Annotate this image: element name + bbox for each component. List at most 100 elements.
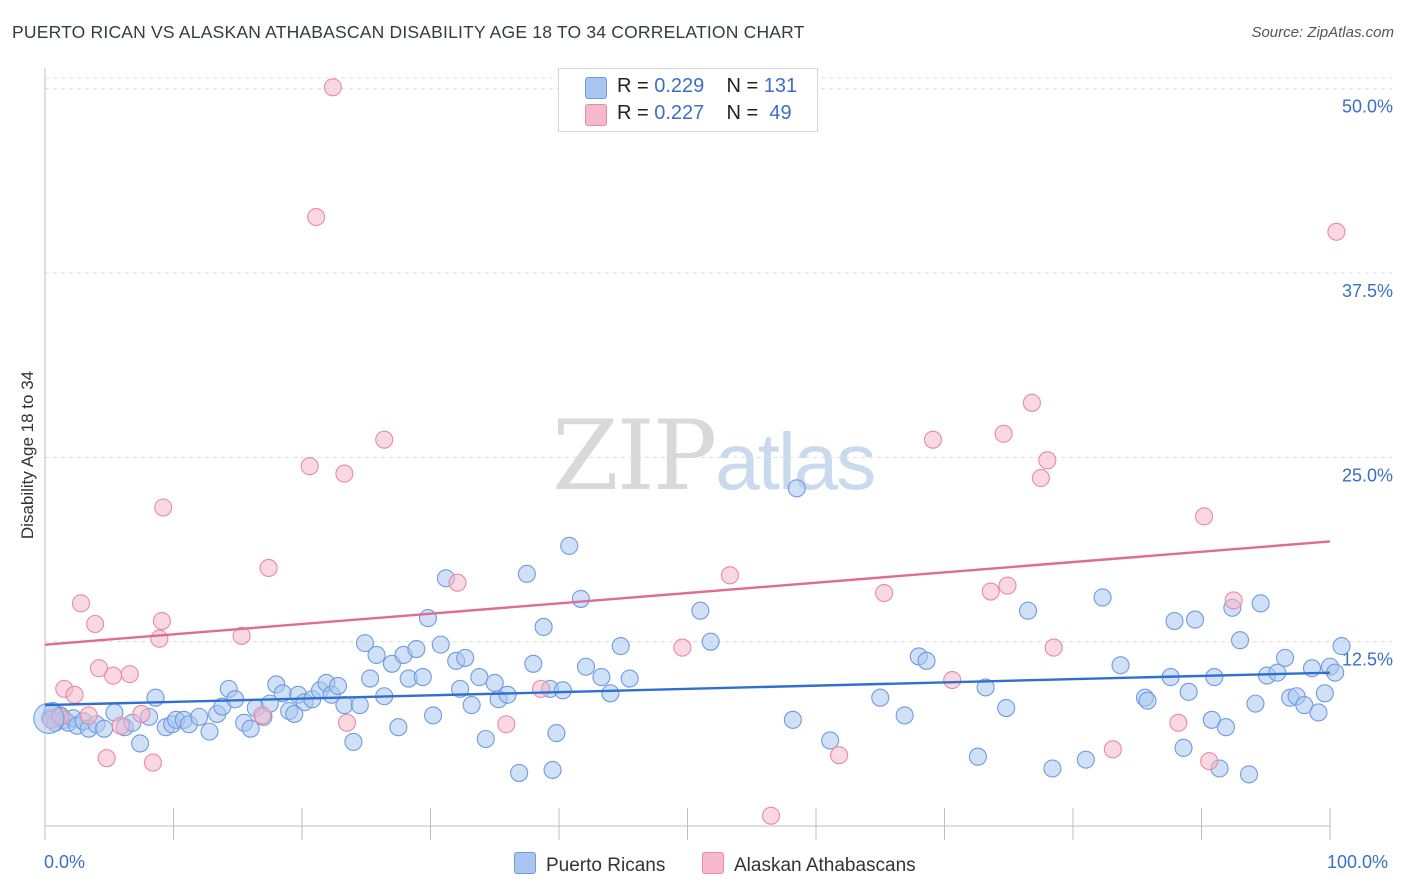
alaskan-athabascan-point xyxy=(448,573,467,592)
alaskan-athabascan-point xyxy=(150,629,169,648)
puerto-rican-point xyxy=(498,685,517,704)
puerto-rican-point xyxy=(285,704,304,723)
alaskan-athabascan-point xyxy=(300,457,319,476)
alaskan-athabascan-point xyxy=(259,558,278,578)
alaskan-athabascan-point xyxy=(1103,740,1122,759)
puerto-rican-point xyxy=(691,601,710,620)
alaskan-athabascan-point xyxy=(132,704,151,723)
puerto-rican-point xyxy=(462,696,481,715)
alaskan-athabascan-point xyxy=(154,498,173,517)
alaskan-athabascan-point xyxy=(1200,752,1219,771)
puerto-rican-point xyxy=(968,747,987,766)
puerto-rican-point xyxy=(1179,682,1198,701)
puerto-rican-point xyxy=(1239,765,1259,784)
chart-title: PUERTO RICAN VS ALASKAN ATHABASCAN DISAB… xyxy=(12,22,805,42)
puerto-rican-point xyxy=(431,635,450,654)
legend-swatch-blue xyxy=(585,77,607,99)
alaskan-athabascan-point xyxy=(1038,451,1057,470)
alaskan-athabascan-point xyxy=(497,715,516,734)
alaskan-athabascan-point xyxy=(111,716,130,735)
puerto-rican-point xyxy=(1138,691,1157,710)
alaskan-athabascan-point xyxy=(65,685,84,704)
x-tick-label-min: 0.0% xyxy=(44,852,86,872)
watermark-zip: ZIP xyxy=(552,400,717,512)
bottom-legend-puerto-ricans: Puerto Ricans xyxy=(514,852,665,877)
puerto-rican-point xyxy=(547,724,566,743)
alaskan-athabascan-point xyxy=(1022,393,1041,412)
y-tick-label: 25.0% xyxy=(1342,465,1393,485)
puerto-rican-point xyxy=(407,640,426,659)
puerto-rican-point xyxy=(1275,648,1295,667)
x-tick-label-max: 100.0% xyxy=(1327,852,1389,872)
source-label: Source: ZipAtlas.com xyxy=(1251,24,1394,41)
puerto-rican-point xyxy=(1186,610,1205,629)
alaskan-athabascan-point xyxy=(998,576,1017,595)
alaskan-athabascan-point xyxy=(97,749,116,768)
alaskan-athabascan-point xyxy=(335,464,354,483)
puerto-rican-point xyxy=(131,734,150,753)
y-axis-label: Disability Age 18 to 34 xyxy=(18,370,37,540)
puerto-rican-point xyxy=(361,669,380,688)
legend-swatch-blue xyxy=(514,852,536,874)
r-value: 0.229 xyxy=(654,75,705,97)
puerto-rican-point xyxy=(1174,738,1193,757)
puerto-rican-point xyxy=(344,732,363,752)
puerto-rican-point xyxy=(389,718,408,737)
alaskan-athabascan-point xyxy=(89,659,109,678)
puerto-rican-point xyxy=(821,731,840,750)
puerto-rican-point xyxy=(146,688,165,707)
puerto-rican-point xyxy=(524,654,543,673)
puerto-rican-point xyxy=(418,609,437,628)
puerto-rican-point xyxy=(1111,656,1130,675)
alaskan-athabascan-point xyxy=(830,746,849,765)
alaskan-athabascan-point xyxy=(323,78,342,97)
puerto-rican-point xyxy=(456,648,475,667)
puerto-rican-point xyxy=(543,760,562,780)
alaskan-athabascan-point xyxy=(875,583,894,603)
alaskan-athabascan-point xyxy=(375,430,394,449)
y-tick-label: 50.0% xyxy=(1342,97,1393,117)
legend-swatch-pink xyxy=(585,104,607,126)
alaskan-athabascan-point xyxy=(673,638,692,657)
r-value: 0.227 xyxy=(654,102,705,124)
puerto-rican-point xyxy=(1216,718,1235,737)
alaskan-athabascan-point xyxy=(152,611,171,631)
puerto-rican-point xyxy=(1018,601,1038,620)
puerto-rican-point xyxy=(190,707,209,726)
alaskan-athabascan-point xyxy=(981,582,1000,601)
alaskan-athabascan-point xyxy=(1044,638,1063,657)
alaskan-athabascan-point xyxy=(761,806,781,825)
correlation-legend: R = 0.229 N = 131 R = 0.227 N = 49 xyxy=(558,68,818,132)
puerto-rican-point xyxy=(517,564,536,583)
y-tick-label: 12.5% xyxy=(1342,650,1393,670)
puerto-rican-point xyxy=(328,676,348,695)
legend-text: R = 0.229 N = 131 xyxy=(617,75,797,98)
alaskan-athabascan-point xyxy=(923,430,942,449)
puerto-rican-point xyxy=(1246,694,1265,713)
puerto-rican-point xyxy=(1205,668,1224,687)
puerto-rican-point xyxy=(1202,710,1221,729)
puerto-rican-point xyxy=(451,679,470,698)
puerto-rican-point xyxy=(355,634,375,653)
puerto-rican-point xyxy=(576,657,596,676)
puerto-rican-point xyxy=(1093,588,1112,607)
puerto-rican-point xyxy=(534,617,553,636)
alaskan-athabascan-point xyxy=(1327,222,1346,241)
puerto-rican-point xyxy=(1076,750,1095,769)
r-label: R = xyxy=(617,75,655,97)
puerto-rican-point xyxy=(1295,696,1314,715)
alaskan-athabascan-point xyxy=(994,424,1013,443)
puerto-rican-point xyxy=(783,710,802,729)
puerto-rican-point xyxy=(701,632,720,651)
n-value: 131 xyxy=(763,75,798,97)
puerto-rican-point xyxy=(917,651,936,670)
puerto-rican-point xyxy=(1231,631,1250,650)
puerto-rican-point xyxy=(592,668,611,687)
puerto-rican-point xyxy=(1251,594,1270,613)
puerto-rican-point xyxy=(1309,703,1328,722)
puerto-rican-point xyxy=(1315,684,1334,703)
alaskan-athabascan-point xyxy=(143,753,162,772)
puerto-rican-point xyxy=(553,681,572,700)
alaskan-athabascan-point xyxy=(720,566,739,585)
alaskan-athabascan-point xyxy=(1224,591,1243,610)
